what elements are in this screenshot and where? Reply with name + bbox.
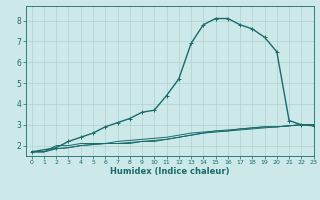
- X-axis label: Humidex (Indice chaleur): Humidex (Indice chaleur): [110, 167, 229, 176]
